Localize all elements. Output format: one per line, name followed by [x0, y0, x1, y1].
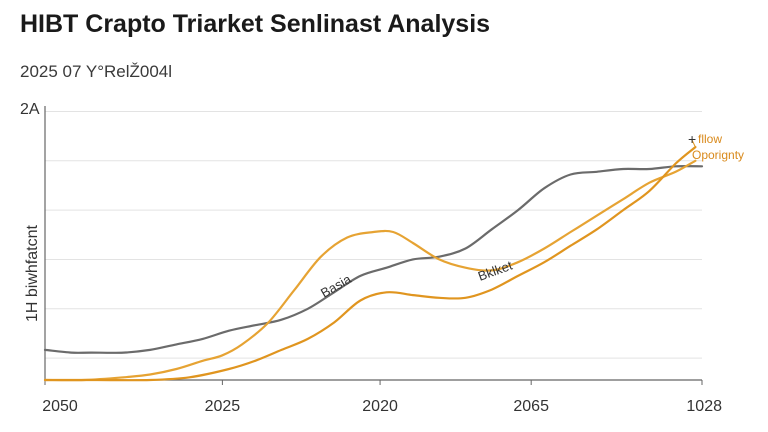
x-tick-label-0: 2050 — [42, 398, 78, 415]
series-line-follow-oporignty — [43, 146, 697, 382]
legend-marker: + — [688, 131, 696, 147]
series-line-market — [43, 164, 704, 354]
chart-subtitle: 2025 07 Y°RelŽ004l — [20, 62, 173, 81]
series-line-basia — [43, 159, 697, 382]
x-tick-label-2: 2020 — [362, 398, 398, 415]
grid-lines — [45, 110, 702, 359]
legend-leader-line — [691, 139, 696, 148]
x-axis-ticks: 2050 2025 2020 2065 1028 — [42, 380, 722, 415]
legend-entry-2: Oporignty — [692, 148, 744, 162]
y-axis-title: 1H biwhfatcnt — [24, 225, 41, 322]
legend-entry-1: fllow — [698, 132, 722, 146]
x-tick-label-4: 1028 — [686, 398, 722, 415]
y-axis-top-label: 2A — [20, 101, 40, 118]
annotation-basia: Basia — [318, 271, 354, 301]
legend: + fllow Oporignty — [688, 131, 744, 162]
chart-title: HIBT Crapto Triarket Senlinast Analysis — [20, 10, 491, 38]
data-series — [43, 139, 704, 382]
x-tick-label-1: 2025 — [205, 398, 241, 415]
x-tick-label-3: 2065 — [513, 398, 549, 415]
